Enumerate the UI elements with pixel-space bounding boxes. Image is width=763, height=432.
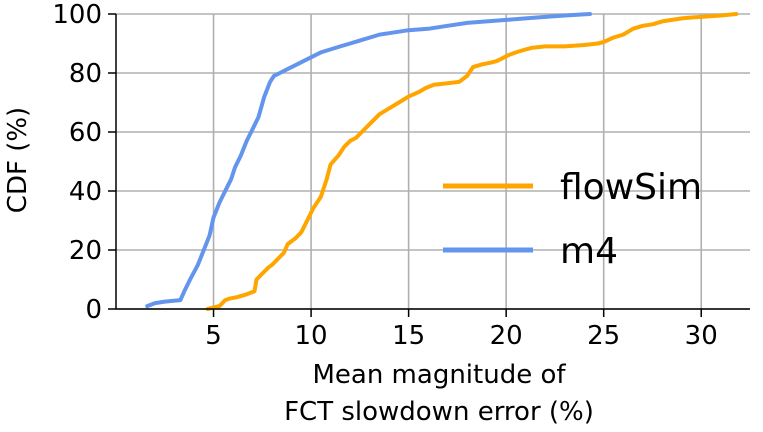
y-tick-label: 40 bbox=[69, 177, 102, 207]
x-tick-label: 15 bbox=[392, 321, 425, 351]
x-tick-label: 30 bbox=[685, 321, 718, 351]
y-tick-label: 80 bbox=[69, 59, 102, 89]
y-tick-label: 20 bbox=[69, 236, 102, 266]
grid-lines bbox=[116, 13, 750, 310]
tick-labels: 5 10 15 20 25 30 0 20 40 60 80 100 bbox=[52, 0, 717, 351]
x-tick-label: 20 bbox=[490, 321, 523, 351]
legend: flowSim m4 bbox=[443, 167, 702, 272]
x-tick-label: 10 bbox=[295, 321, 328, 351]
legend-label-m4: m4 bbox=[560, 231, 618, 272]
y-tick-label: 60 bbox=[69, 118, 102, 148]
series-lines bbox=[145, 12, 739, 311]
y-tick-label: 100 bbox=[52, 0, 102, 30]
axes bbox=[108, 13, 750, 317]
x-axis-title-line2: FCT slowdown error (%) bbox=[284, 397, 594, 427]
legend-label-flowsim: flowSim bbox=[560, 167, 702, 208]
series-line-flowsim bbox=[205, 12, 739, 311]
y-tick-label: 0 bbox=[85, 295, 102, 325]
y-axis-title: CDF (%) bbox=[3, 107, 33, 213]
series-line-m4 bbox=[145, 12, 592, 309]
x-tick-label: 25 bbox=[587, 321, 620, 351]
x-axis-title-line1: Mean magnitude of bbox=[312, 360, 566, 390]
x-tick-label: 5 bbox=[205, 321, 222, 351]
